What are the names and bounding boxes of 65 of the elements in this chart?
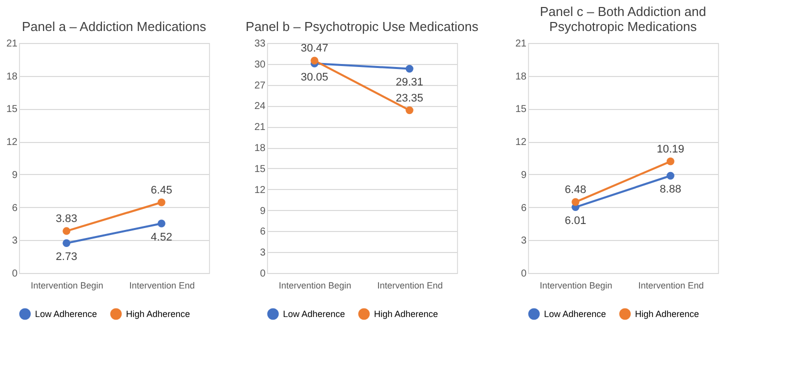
point — [62, 227, 70, 235]
x-tick-label: Intervention Begin — [278, 280, 352, 290]
y-tick-label: 3 — [520, 236, 527, 247]
data-label: 6.01 — [564, 215, 586, 228]
chart-title: Panel a – Addiction Medications — [22, 19, 207, 34]
point — [406, 106, 414, 114]
y-tick-label: 15 — [515, 104, 527, 116]
x-tick-label: Intervention End — [638, 280, 704, 290]
y-tick-label: 6 — [260, 226, 266, 238]
y-tick-label: 12 — [254, 184, 266, 196]
y-tick-label: 0 — [260, 268, 266, 280]
point — [158, 220, 166, 228]
legend-label: Low Adherence — [544, 309, 606, 319]
legend-label: High Adherence — [635, 309, 700, 319]
y-tick-label: 12 — [6, 137, 18, 148]
y-tick-label: 21 — [515, 38, 527, 50]
y-tick-label: 0 — [520, 268, 527, 280]
y-tick-label: 18 — [6, 71, 18, 82]
legend-label: High Adherence — [126, 309, 190, 319]
point — [666, 158, 674, 166]
data-label: 6.45 — [150, 184, 172, 196]
data-label: 29.31 — [396, 76, 424, 89]
legend-label: High Adherence — [374, 309, 438, 319]
x-tick-label: Intervention Begin — [30, 280, 104, 290]
data-label: 10.19 — [656, 143, 684, 156]
point — [572, 198, 580, 206]
y-tick-label: 9 — [520, 170, 527, 181]
data-label: 8.88 — [660, 184, 682, 196]
data-label: 3.83 — [56, 213, 78, 226]
y-tick-label: 3 — [260, 248, 266, 259]
point — [310, 56, 318, 64]
y-tick-label: 18 — [515, 71, 527, 82]
y-tick-label: 3 — [12, 236, 18, 247]
y-tick-label: 27 — [254, 80, 266, 92]
y-tick-label: 21 — [254, 122, 266, 134]
y-tick-label: 30 — [254, 59, 266, 70]
point — [158, 198, 166, 206]
y-tick-label: 21 — [6, 38, 18, 50]
point — [62, 239, 70, 247]
x-tick-label: Intervention Begin — [540, 280, 612, 290]
legend-label: Low Adherence — [283, 309, 346, 319]
point — [406, 64, 414, 73]
data-label: 2.73 — [56, 251, 78, 264]
x-tick-label: Intervention End — [129, 280, 195, 290]
y-tick-label: 9 — [260, 206, 266, 217]
y-tick-label: 12 — [515, 137, 527, 148]
y-tick-label: 18 — [254, 143, 266, 154]
data-label: 30.47 — [300, 42, 328, 55]
y-tick-label: 15 — [6, 104, 18, 116]
chart-title: Panel b – Psychotropic Use Medications — [246, 19, 479, 34]
y-tick-label: 24 — [254, 101, 266, 112]
chart-title: Panel c – Both Addiction and Psychotropic Medications — [540, 4, 706, 34]
point — [666, 172, 674, 180]
y-tick-label: 6 — [520, 202, 527, 214]
x-tick-label: Intervention End — [377, 280, 443, 290]
y-tick-label: 15 — [254, 164, 266, 175]
y-tick-label: 0 — [12, 268, 18, 280]
data-label: 23.35 — [396, 92, 424, 104]
legend-label: Low Adherence — [35, 309, 98, 319]
y-tick-label: 9 — [12, 170, 18, 181]
y-tick-label: 6 — [12, 202, 18, 214]
data-label: 30.05 — [300, 72, 328, 84]
data-label: 6.48 — [564, 184, 586, 196]
data-label: 4.52 — [150, 231, 172, 244]
y-tick-label: 33 — [254, 38, 266, 50]
